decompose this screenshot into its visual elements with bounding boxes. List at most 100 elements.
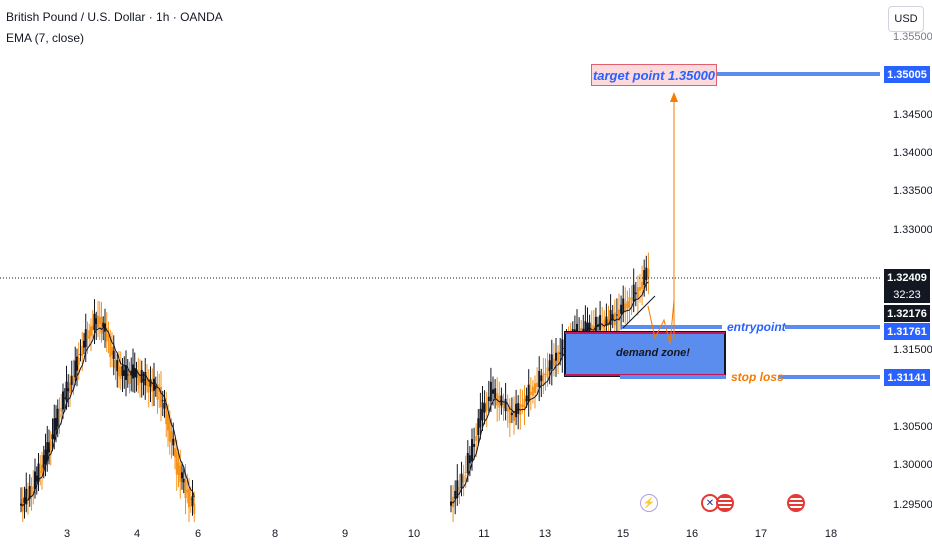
- candle-body: [130, 371, 133, 376]
- candle-body: [118, 365, 120, 377]
- candle-body: [483, 403, 486, 413]
- candle-body: [56, 408, 59, 427]
- projection-path: [647, 299, 675, 345]
- candle-body: [41, 464, 43, 474]
- candle-body: [51, 434, 54, 440]
- ema-price-tag: 1.32176: [884, 305, 930, 322]
- candle-body: [65, 381, 68, 401]
- candle-body: [186, 489, 189, 493]
- candle-body: [628, 297, 631, 309]
- entry-price-tag: 1.31761: [884, 323, 930, 340]
- stop-price-tag: 1.31141: [884, 369, 930, 386]
- candle-body: [60, 407, 63, 412]
- candle-body: [594, 316, 597, 332]
- candle-body: [175, 451, 178, 475]
- candle-body: [86, 336, 89, 339]
- time-label: 10: [407, 528, 421, 540]
- candle-body: [58, 413, 61, 418]
- candle-body: [84, 329, 87, 348]
- time-label: 9: [341, 528, 349, 540]
- candle-body: [582, 328, 585, 334]
- candle-body: [37, 463, 40, 482]
- candle-body: [81, 345, 84, 357]
- candle-body: [626, 301, 629, 309]
- target-point-box[interactable]: target point 1.35000: [591, 64, 717, 86]
- candle-body: [74, 360, 77, 378]
- target-price-tag: 1.35005: [884, 66, 930, 83]
- candle-body: [146, 379, 148, 387]
- candle-body: [557, 351, 560, 364]
- candle-body: [534, 383, 536, 393]
- time-axis[interactable]: [0, 522, 880, 550]
- time-label: 17: [754, 528, 768, 540]
- candle-body: [126, 374, 129, 376]
- entrypoint-label[interactable]: entrypoint: [727, 320, 786, 334]
- time-label: 13: [538, 528, 552, 540]
- price-axis-label: 1.33500: [893, 185, 932, 197]
- candle-body: [79, 353, 82, 355]
- candle-body: [466, 453, 469, 473]
- candle-body: [119, 366, 122, 379]
- candle-body: [561, 339, 564, 357]
- candle-body: [552, 358, 555, 366]
- price-chart[interactable]: [0, 0, 880, 530]
- candle-body: [454, 490, 457, 499]
- candle-body: [620, 304, 623, 314]
- candle-body: [584, 321, 587, 336]
- candle-body: [88, 330, 91, 339]
- candle-body: [53, 418, 56, 439]
- candle-body: [35, 475, 38, 482]
- symbol-title[interactable]: British Pound / U.S. Dollar · 1h · OANDA: [6, 10, 223, 24]
- us-flag-event-icon[interactable]: [716, 494, 734, 512]
- candle-body: [109, 336, 112, 357]
- time-label: 11: [478, 528, 490, 540]
- time-label: 8: [271, 528, 279, 540]
- candle-body: [525, 395, 528, 402]
- candle-body: [77, 357, 80, 366]
- demand-zone-label[interactable]: demand zone!: [616, 347, 690, 359]
- candle-body: [34, 471, 36, 490]
- candle-body: [473, 443, 476, 447]
- price-axis-label: 1.30000: [893, 459, 932, 471]
- candle-body: [615, 314, 618, 316]
- candle-body: [154, 385, 157, 390]
- candle-body: [177, 462, 180, 476]
- candle-body: [149, 379, 152, 387]
- candle-body: [494, 388, 497, 398]
- candle-body: [462, 475, 465, 483]
- candle-body: [25, 488, 28, 505]
- candle-body: [460, 473, 463, 489]
- currency-button[interactable]: USD: [888, 6, 924, 32]
- countdown-tag: 32:23: [884, 286, 930, 303]
- us-flag-event-icon[interactable]: [787, 494, 805, 512]
- candle-body: [144, 372, 147, 386]
- candle-body: [105, 327, 108, 342]
- time-label: 6: [194, 528, 202, 540]
- candle-body: [170, 431, 173, 443]
- candle-body: [181, 472, 183, 479]
- candle-body: [163, 402, 166, 409]
- candle-body: [179, 466, 182, 483]
- uk-flag-event-icon[interactable]: ✕: [701, 494, 719, 512]
- candle-body: [546, 367, 549, 378]
- time-label: 3: [63, 528, 71, 540]
- candle-body: [67, 388, 70, 392]
- chart-area[interactable]: British Pound / U.S. Dollar · 1h · OANDA…: [0, 0, 880, 530]
- candle-body: [135, 369, 138, 378]
- time-label: 15: [616, 528, 630, 540]
- candle-body: [128, 369, 131, 384]
- candle-body: [112, 350, 115, 359]
- candle-body: [586, 322, 589, 334]
- candle-body: [49, 440, 52, 450]
- candle-body: [607, 319, 610, 326]
- candle-body: [605, 316, 608, 326]
- lightning-event-icon[interactable]: ⚡: [640, 494, 658, 512]
- stop-loss-label[interactable]: stop loss: [731, 370, 784, 384]
- candle-body: [46, 442, 49, 462]
- candle-body: [641, 281, 644, 289]
- candle-body: [592, 325, 595, 332]
- current-price-tag: 1.32409: [884, 269, 930, 286]
- candle-body: [69, 382, 71, 393]
- price-axis-label: 1.29500: [893, 499, 932, 511]
- indicator-label[interactable]: EMA (7, close): [6, 31, 85, 45]
